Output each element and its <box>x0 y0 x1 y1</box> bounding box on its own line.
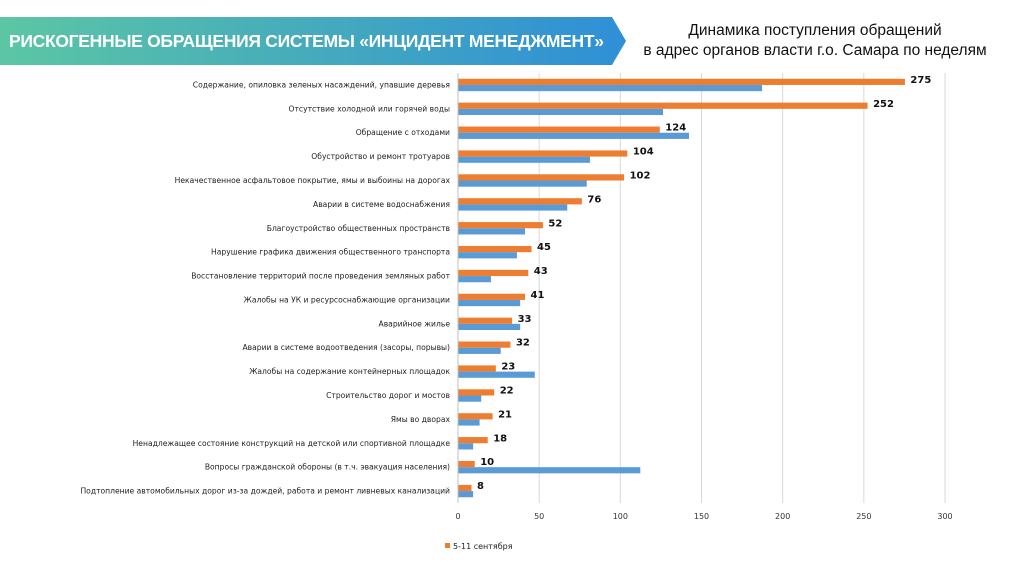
value-label: 43 <box>534 266 548 277</box>
value-label: 22 <box>500 386 514 397</box>
category-label: Жалобы на содержание контейнерных площад… <box>249 367 450 376</box>
category-label: Аварии в системе водоотведения (засоры, … <box>242 343 450 352</box>
bar-current-week <box>458 460 475 468</box>
bar-previous-week <box>458 180 587 187</box>
value-label: 10 <box>480 457 494 468</box>
header-banner: РИСКОГЕННЫЕ ОБРАЩЕНИЯ СИСТЕМЫ «ИНЦИДЕНТ … <box>0 17 626 65</box>
subtitle-line-1: Динамика поступления обращений <box>688 22 942 39</box>
bar-current-week <box>458 102 868 109</box>
legend-marker <box>445 543 450 548</box>
category-label: Содержание, опиловка зеленых насаждений,… <box>193 80 450 89</box>
value-label: 275 <box>910 75 931 86</box>
x-tick-label: 150 <box>694 512 709 521</box>
bar-previous-week <box>458 108 664 116</box>
value-label: 124 <box>665 123 686 134</box>
value-label: 104 <box>633 147 654 158</box>
category-label: Аварийное жилье <box>379 319 451 328</box>
bar-previous-week <box>458 228 526 235</box>
bar-previous-week <box>458 276 491 283</box>
bar-previous-week <box>458 491 474 498</box>
value-label: 76 <box>587 194 601 205</box>
bar-previous-week <box>458 299 521 307</box>
bar-previous-week <box>458 132 690 139</box>
bar-previous-week <box>458 443 474 450</box>
category-label: Обустройство и ремонт тротуаров <box>311 152 450 161</box>
category-label: Нарушение графика движения общественного… <box>211 248 450 257</box>
x-tick-label: 100 <box>613 512 628 521</box>
bar-current-week <box>458 174 625 181</box>
x-tick-label: 50 <box>534 512 544 521</box>
category-label: Подтопление автомобильных дорог из-за до… <box>80 487 450 496</box>
value-label: 41 <box>531 290 545 301</box>
value-label: 18 <box>493 433 507 444</box>
x-tick-label: 250 <box>856 512 871 521</box>
value-label: 23 <box>501 362 515 373</box>
bar-current-week <box>458 245 532 253</box>
bar-current-week <box>458 484 472 492</box>
banner-arrow-shape <box>0 17 626 65</box>
bar-current-week <box>458 78 905 85</box>
bar-current-week <box>458 389 495 396</box>
category-label: Строительство дорог и мостов <box>326 391 450 400</box>
bar-previous-week <box>458 467 641 474</box>
value-label: 102 <box>630 171 651 182</box>
bar-current-week <box>458 126 660 133</box>
bar-current-week <box>458 341 511 348</box>
category-labels: Содержание, опиловка зеленых насаждений,… <box>80 80 450 495</box>
x-tick-label: 300 <box>937 512 952 521</box>
bar-previous-week <box>458 347 501 354</box>
bar-current-week <box>458 413 493 420</box>
x-tick-label: 200 <box>775 512 790 521</box>
value-label: 8 <box>477 481 484 492</box>
category-label: Отсутствие холодной или горячей воды <box>289 104 450 113</box>
value-label: 33 <box>518 314 532 325</box>
x-axis-ticks: 0 50 100 150 200 250 300 <box>455 512 952 521</box>
bar-previous-week <box>458 156 590 163</box>
bar-current-week <box>458 222 543 229</box>
bar-current-week <box>458 150 628 157</box>
bar-current-week <box>458 317 513 324</box>
value-label: 32 <box>516 338 530 349</box>
x-tick-label: 0 <box>455 512 460 521</box>
category-label: Аварии в системе водоснабжения <box>313 200 450 209</box>
value-label: 252 <box>873 99 894 110</box>
bar-previous-week <box>458 419 480 426</box>
bar-previous-week <box>458 395 482 402</box>
category-label: Жалобы на УК и ресурсоснабжающие организ… <box>244 295 450 304</box>
category-label: Некачественное асфальтовое покрытие, ямы… <box>175 176 451 185</box>
value-label: 45 <box>537 242 551 253</box>
gridlines <box>457 73 946 503</box>
bar-current-week <box>458 365 496 372</box>
category-label: Вопросы гражданской обороны (в т.ч. эвак… <box>205 463 450 472</box>
bar-current-week <box>458 293 526 300</box>
bar-previous-week <box>458 252 517 259</box>
legend-label: 5-11 сентября <box>453 542 513 551</box>
legend: 5-11 сентября <box>445 542 513 551</box>
bar-previous-week <box>458 204 568 211</box>
chart-subtitle: Динамика поступления обращений в адрес о… <box>630 21 1000 61</box>
category-label: Обращение с отходами <box>356 128 450 137</box>
subtitle-line-2: в адрес органов власти г.о. Самара по не… <box>643 42 987 59</box>
category-label: Благоустройство общественных пространств <box>267 224 451 233</box>
bar-previous-week <box>458 371 535 378</box>
bar-current-week <box>458 198 582 205</box>
bar-previous-week <box>458 323 521 331</box>
bars <box>458 78 905 498</box>
bar-current-week <box>458 437 488 444</box>
banner-title: РИСКОГЕННЫЕ ОБРАЩЕНИЯ СИСТЕМЫ «ИНЦИДЕНТ … <box>9 31 604 51</box>
category-label: Ненадлежащее состояние конструкций на де… <box>133 439 451 448</box>
category-label: Восстановление территорий после проведен… <box>191 272 450 281</box>
value-label: 21 <box>498 409 512 420</box>
bar-current-week <box>458 269 529 277</box>
bar-previous-week <box>458 84 763 92</box>
value-label: 52 <box>548 218 562 229</box>
value-labels: 275 252 124 104 102 76 52 45 43 41 33 32 23 22 21 18 10 8 <box>477 75 931 492</box>
category-label: Ямы во дворах <box>391 415 451 424</box>
